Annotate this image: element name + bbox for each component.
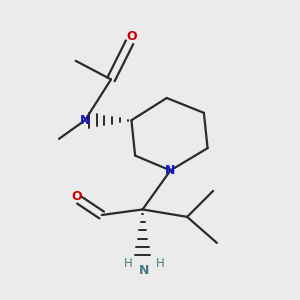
Text: O: O <box>71 190 82 203</box>
Text: H: H <box>156 257 165 270</box>
Text: H: H <box>124 257 133 270</box>
Text: O: O <box>126 30 137 43</box>
Text: N: N <box>139 264 150 277</box>
Text: N: N <box>80 114 90 127</box>
Text: N: N <box>165 164 176 177</box>
